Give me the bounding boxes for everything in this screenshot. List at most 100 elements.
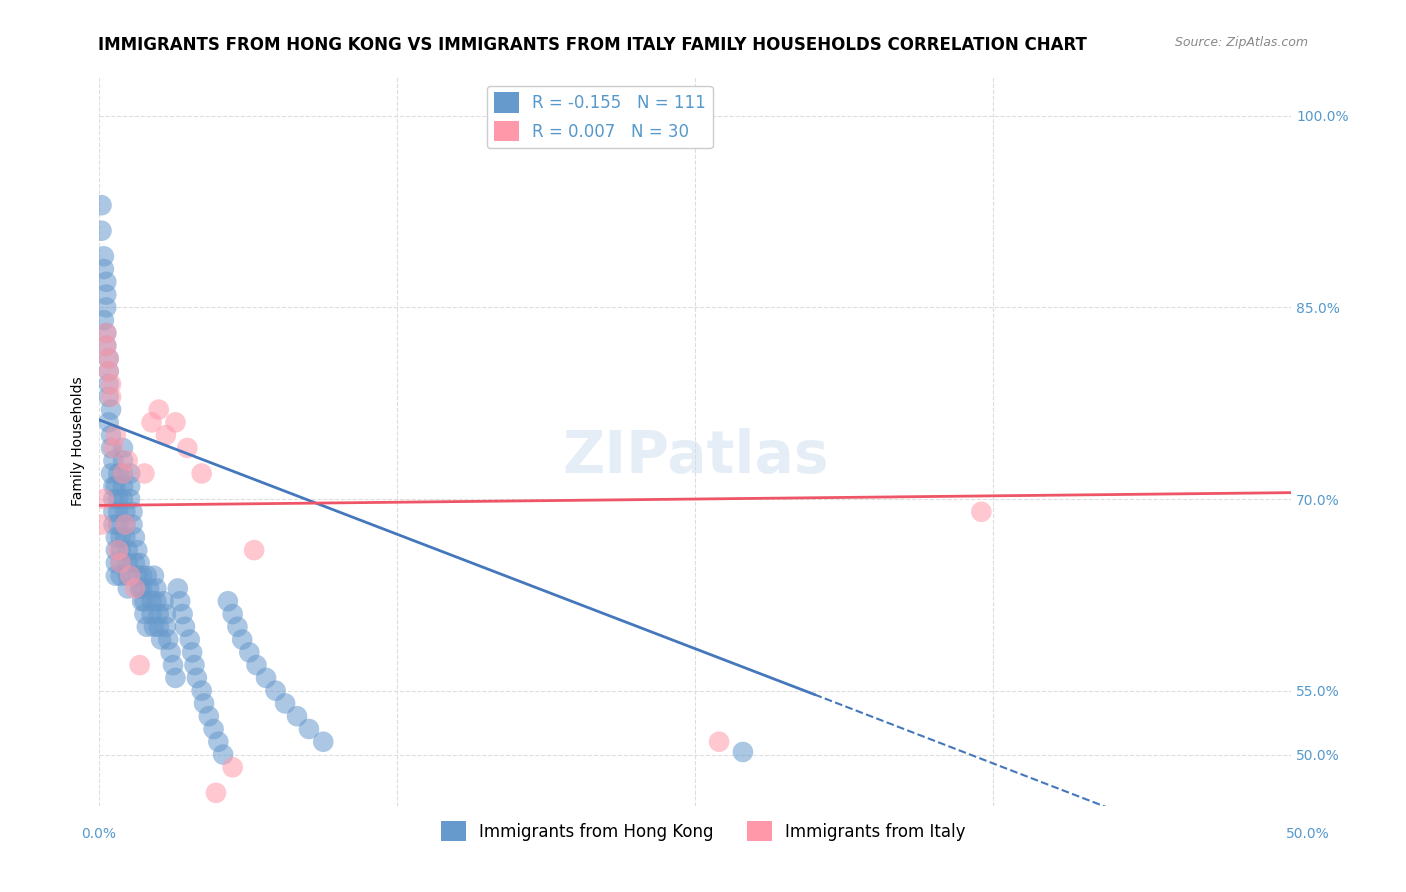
Point bbox=[165, 671, 187, 685]
Point bbox=[217, 594, 239, 608]
Point bbox=[143, 568, 166, 582]
Point bbox=[96, 275, 118, 289]
Point bbox=[181, 645, 204, 659]
Point bbox=[176, 441, 198, 455]
Text: 0.0%: 0.0% bbox=[82, 828, 115, 841]
Point bbox=[127, 543, 149, 558]
Point bbox=[110, 543, 132, 558]
Point bbox=[138, 582, 160, 596]
Point bbox=[100, 390, 122, 404]
Point bbox=[120, 467, 142, 481]
Point bbox=[152, 594, 174, 608]
Point bbox=[970, 505, 993, 519]
Point bbox=[131, 594, 153, 608]
Point bbox=[90, 198, 112, 212]
Y-axis label: Family Households: Family Households bbox=[72, 376, 86, 507]
Point bbox=[93, 249, 115, 263]
Point bbox=[96, 326, 118, 340]
Point bbox=[107, 491, 129, 506]
Point bbox=[96, 339, 118, 353]
Point bbox=[141, 594, 163, 608]
Point bbox=[243, 543, 266, 558]
Point bbox=[110, 530, 132, 544]
Point bbox=[96, 339, 118, 353]
Text: Source: ZipAtlas.com: Source: ZipAtlas.com bbox=[1174, 36, 1308, 49]
Point bbox=[117, 543, 139, 558]
Point bbox=[110, 556, 132, 570]
Point bbox=[155, 620, 177, 634]
Point bbox=[107, 467, 129, 481]
Point bbox=[114, 517, 136, 532]
Point bbox=[141, 607, 163, 621]
Point bbox=[274, 697, 297, 711]
Point bbox=[97, 364, 120, 378]
Point bbox=[150, 632, 173, 647]
Point bbox=[114, 505, 136, 519]
Point bbox=[155, 428, 177, 442]
Point bbox=[97, 351, 120, 366]
Point bbox=[128, 556, 150, 570]
Point bbox=[190, 683, 212, 698]
Point bbox=[212, 747, 235, 762]
Point bbox=[159, 645, 181, 659]
Point bbox=[148, 620, 170, 634]
Point bbox=[231, 632, 253, 647]
Point bbox=[111, 479, 134, 493]
Point bbox=[731, 745, 754, 759]
Point bbox=[97, 377, 120, 392]
Point bbox=[121, 517, 143, 532]
Point bbox=[96, 301, 118, 315]
Point bbox=[134, 607, 156, 621]
Point bbox=[111, 491, 134, 506]
Point bbox=[110, 568, 132, 582]
Point bbox=[128, 582, 150, 596]
Point bbox=[103, 517, 125, 532]
Point bbox=[148, 607, 170, 621]
Point bbox=[254, 671, 277, 685]
Point bbox=[117, 582, 139, 596]
Point bbox=[131, 568, 153, 582]
Point bbox=[207, 735, 229, 749]
Point bbox=[111, 453, 134, 467]
Point bbox=[124, 530, 146, 544]
Point bbox=[141, 416, 163, 430]
Point bbox=[111, 467, 134, 481]
Point bbox=[285, 709, 308, 723]
Point bbox=[97, 364, 120, 378]
Point bbox=[120, 479, 142, 493]
Point bbox=[100, 441, 122, 455]
Point bbox=[93, 491, 115, 506]
Point bbox=[104, 556, 127, 570]
Point bbox=[135, 620, 157, 634]
Point bbox=[238, 645, 260, 659]
Point bbox=[107, 543, 129, 558]
Point bbox=[165, 416, 187, 430]
Point bbox=[100, 402, 122, 417]
Point bbox=[298, 722, 321, 736]
Point bbox=[121, 505, 143, 519]
Point bbox=[135, 568, 157, 582]
Point bbox=[104, 428, 127, 442]
Point bbox=[226, 620, 249, 634]
Point bbox=[110, 556, 132, 570]
Point bbox=[145, 594, 167, 608]
Point bbox=[104, 543, 127, 558]
Point bbox=[148, 402, 170, 417]
Point bbox=[221, 760, 243, 774]
Text: ZIPatlas: ZIPatlas bbox=[562, 427, 828, 484]
Point bbox=[93, 313, 115, 327]
Point bbox=[128, 658, 150, 673]
Text: 50.0%: 50.0% bbox=[1285, 828, 1330, 841]
Point bbox=[104, 568, 127, 582]
Point bbox=[103, 505, 125, 519]
Point bbox=[169, 594, 191, 608]
Point bbox=[221, 607, 243, 621]
Point bbox=[264, 683, 287, 698]
Point bbox=[107, 505, 129, 519]
Point bbox=[245, 658, 267, 673]
Point bbox=[190, 467, 212, 481]
Point bbox=[183, 658, 205, 673]
Point bbox=[205, 786, 228, 800]
Point bbox=[107, 517, 129, 532]
Point bbox=[103, 441, 125, 455]
